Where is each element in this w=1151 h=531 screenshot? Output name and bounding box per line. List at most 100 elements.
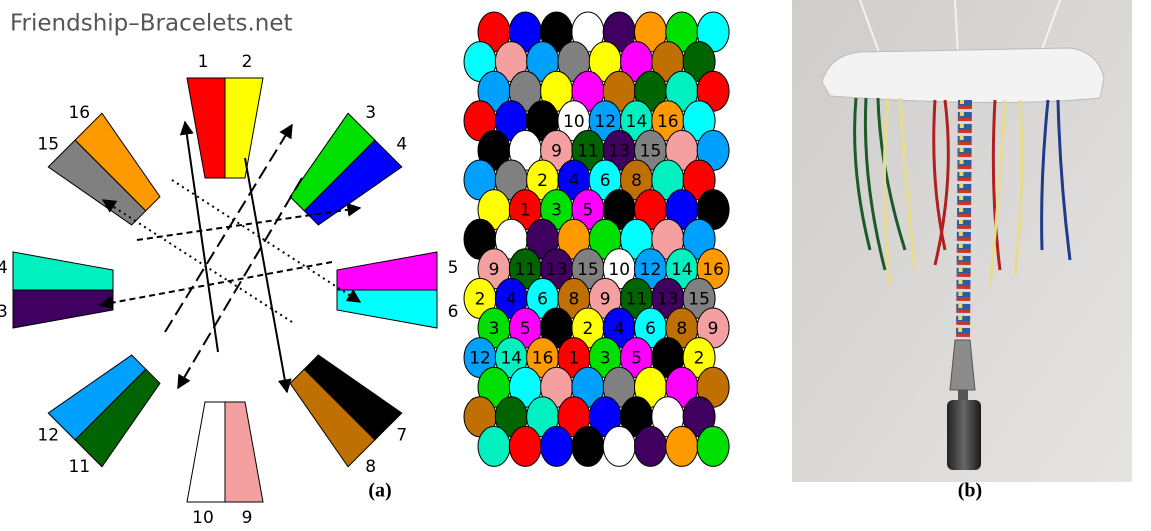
arrow <box>244 157 292 394</box>
bead-number: 12 <box>640 260 662 280</box>
bead-number: 3 <box>551 201 562 221</box>
slot-left <box>12 289 114 329</box>
bead-number: 13 <box>657 289 679 309</box>
bead-number: 5 <box>631 349 642 369</box>
bead-number: 13 <box>608 141 630 161</box>
arrow <box>177 177 303 390</box>
slot-number: 7 <box>396 426 407 446</box>
arrow <box>171 179 362 303</box>
bead-number: 7 <box>614 201 625 221</box>
bead <box>508 425 542 467</box>
slot-number: 15 <box>37 134 59 154</box>
slot-right <box>186 401 226 503</box>
bead-number: 1 <box>520 201 531 221</box>
slot-number: 10 <box>192 508 214 528</box>
bead-number: 8 <box>676 319 687 339</box>
bead-number: 4 <box>506 289 517 309</box>
slot-right <box>12 251 114 291</box>
bead <box>696 425 730 467</box>
slot-number: 1 <box>198 52 209 72</box>
slot <box>12 251 114 329</box>
caption: (b) <box>958 480 982 502</box>
slot-right <box>74 112 161 212</box>
bead-number: 5 <box>520 319 531 339</box>
bead-number: 2 <box>537 171 548 191</box>
slot <box>289 354 403 468</box>
bead-number: 2 <box>694 349 705 369</box>
bead-number: 10 <box>608 260 630 280</box>
slot-number: 11 <box>68 457 90 477</box>
slot-number: 8 <box>365 457 376 477</box>
bead-number: 6 <box>537 289 548 309</box>
site-title: Friendship–Bracelets.net <box>10 11 293 37</box>
bead-number: 9 <box>551 141 562 161</box>
bead <box>477 425 511 467</box>
slot-number: 4 <box>396 134 407 154</box>
bead-number: 16 <box>657 112 679 132</box>
bead-number: 9 <box>600 289 611 309</box>
caption: (a) <box>368 480 391 502</box>
arrows <box>98 120 362 394</box>
arrow <box>179 120 219 353</box>
bead-number: 8 <box>568 289 579 309</box>
bead-number: 3 <box>600 349 611 369</box>
slot-right <box>47 354 147 441</box>
bead-number: 12 <box>469 349 491 369</box>
bead-number: 2 <box>475 289 486 309</box>
slot <box>186 401 264 503</box>
bead-number: 15 <box>640 141 662 161</box>
bead-number: 8 <box>631 171 642 191</box>
bead-number: 14 <box>500 349 522 369</box>
bead-number: 1 <box>568 349 579 369</box>
bead <box>602 425 636 467</box>
slot-left <box>186 77 226 179</box>
braid <box>958 99 964 341</box>
slot-number: 9 <box>242 508 253 528</box>
slot-number: 13 <box>0 302 8 322</box>
bead-number: 6 <box>600 171 611 191</box>
slot <box>47 354 161 468</box>
bead-number: 4 <box>614 319 625 339</box>
slot-number: 3 <box>365 103 376 123</box>
bead-number: 13 <box>546 260 568 280</box>
bead <box>665 425 699 467</box>
pattern: 10 12 14 169 11 13 152 4 6 81 3 5 79 11 13 15 10 12 14 162 4… <box>463 11 730 467</box>
slot-right <box>224 77 264 179</box>
bead-number: 15 <box>688 289 710 309</box>
braid <box>956 99 972 341</box>
bead-number: 3 <box>489 319 500 339</box>
arrow <box>164 123 293 333</box>
bead-number: 16 <box>532 349 554 369</box>
clip <box>949 339 976 391</box>
bead-number: 11 <box>514 260 536 280</box>
bead-number: 4 <box>568 171 579 191</box>
bead-number: 14 <box>671 260 693 280</box>
wheel: 12345678910111213141516 <box>0 52 458 528</box>
slot-right <box>303 139 403 226</box>
slot <box>186 77 264 179</box>
slot-left <box>224 401 264 503</box>
arrow <box>98 261 333 310</box>
slot-number: 12 <box>37 426 59 446</box>
threads <box>853 97 1072 286</box>
weight <box>947 400 981 470</box>
bead-number: 16 <box>702 260 724 280</box>
braid <box>956 99 972 341</box>
slot <box>47 112 161 226</box>
bead-number: 7 <box>551 319 562 339</box>
slot-number: 6 <box>448 302 459 322</box>
bead-number: 10 <box>563 112 585 132</box>
bead-number: 12 <box>594 112 616 132</box>
bead-number: 6 <box>645 319 656 339</box>
bead-number: 9 <box>489 260 500 280</box>
slot-number: 2 <box>242 52 253 72</box>
bead <box>634 425 667 467</box>
bead-number: 2 <box>582 319 593 339</box>
bead <box>571 425 605 467</box>
slot-number: 16 <box>68 103 90 123</box>
arrow <box>101 199 293 323</box>
bead <box>540 425 574 467</box>
bead-number: 11 <box>626 289 648 309</box>
slot-number: 5 <box>448 258 459 278</box>
slot <box>289 112 403 226</box>
